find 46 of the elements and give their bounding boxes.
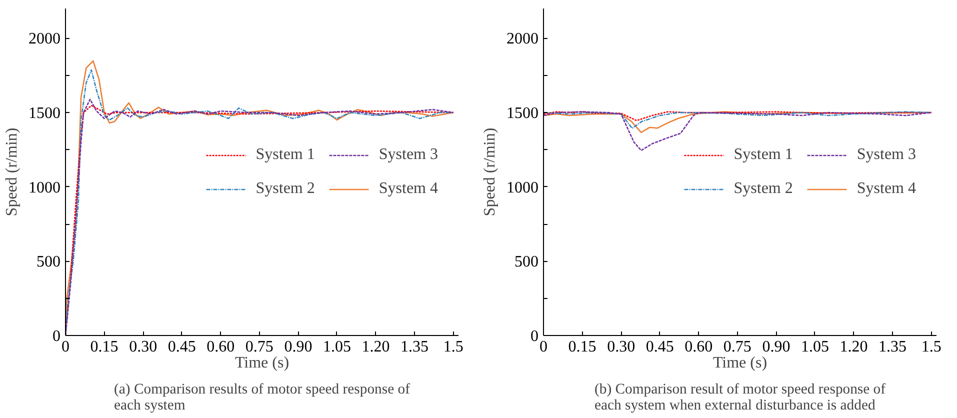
y-tick-label: 500 <box>36 254 60 271</box>
y-tick-label: 2000 <box>28 30 60 48</box>
text: (b) Comparison result of motor speed response of each system when external disturbance is added <box>594 382 886 414</box>
x-tick-label: 1.35 <box>400 338 429 356</box>
x-tick-label: 0.30 <box>129 338 158 356</box>
x-tick-label: 0.30 <box>607 338 636 356</box>
x-tick-label: 1.05 <box>800 338 829 356</box>
x-tick-label: 1.35 <box>878 338 907 356</box>
legend-label: System 3 <box>856 146 916 164</box>
line-series <box>544 111 932 129</box>
x-tick-label: 0.60 <box>206 338 235 356</box>
text: (a) Comparison results of motor speed response of each system <box>114 382 410 414</box>
y-tick-label: 2000 <box>506 30 538 48</box>
x-tick-label: 1.20 <box>840 338 868 356</box>
y-tick-label: 1500 <box>506 105 538 122</box>
y-tick-label: 0 <box>52 328 60 345</box>
line-series <box>544 111 932 122</box>
x-axis-title: Time (s) <box>234 354 290 372</box>
y-tick-label: 1000 <box>28 179 60 196</box>
y-tick-label: 500 <box>514 254 538 271</box>
x-axis-title: Time (s) <box>712 354 768 372</box>
y-axis-title: Speed (r/min) <box>482 128 498 216</box>
x-tick-label: 1.5 <box>921 338 942 356</box>
x-tick-label: 1.20 <box>362 338 390 356</box>
y-tick-label: 1000 <box>506 179 538 196</box>
legend-label: System 2 <box>256 180 315 198</box>
legend-label: System 1 <box>256 146 315 164</box>
x-tick-label: 0.90 <box>762 338 790 356</box>
x-tick-label: 0.45 <box>168 338 196 356</box>
legend-label: System 1 <box>734 146 793 164</box>
x-tick-label: 0.75 <box>245 338 274 356</box>
y-tick-label: 0 <box>530 328 538 345</box>
x-tick-label: 1.5 <box>443 338 464 356</box>
legend-label: System 2 <box>734 180 793 198</box>
y-axis-title: Speed (r/min) <box>4 128 20 216</box>
legend-label: System 3 <box>378 146 438 164</box>
x-tick-label: 0.90 <box>284 338 312 356</box>
legend-label: System 4 <box>378 180 438 198</box>
legend-label: System 4 <box>856 180 916 198</box>
x-tick-label: 0.15 <box>568 338 596 356</box>
x-tick-label: 1.05 <box>322 338 351 356</box>
y-tick-label: 1500 <box>28 105 60 122</box>
x-tick-label: 0.45 <box>646 338 674 356</box>
x-tick-label: 0.60 <box>684 338 713 356</box>
x-tick-label: 0.75 <box>723 338 752 356</box>
x-tick-label: 0.15 <box>90 338 118 356</box>
